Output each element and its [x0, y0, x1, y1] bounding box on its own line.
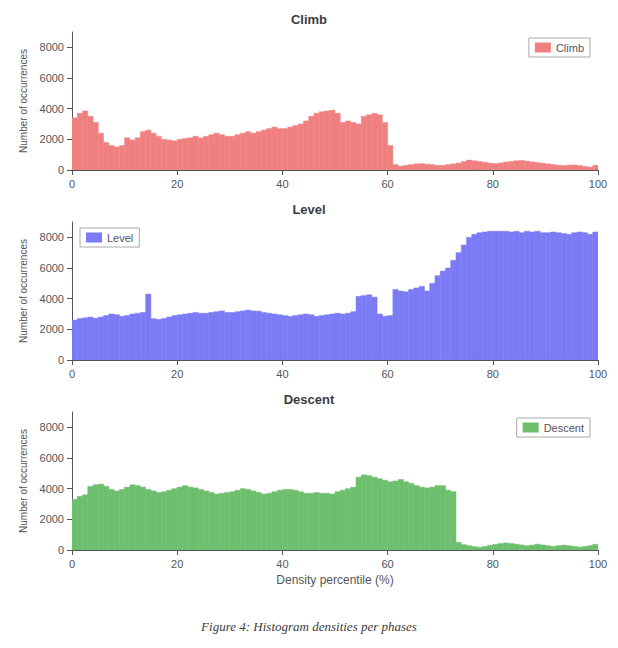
svg-text:20: 20: [171, 558, 183, 570]
svg-text:6000: 6000: [40, 72, 64, 84]
svg-text:Climb: Climb: [556, 42, 584, 54]
svg-text:20: 20: [171, 368, 183, 380]
svg-text:Descent: Descent: [544, 422, 584, 434]
svg-text:Level: Level: [107, 232, 133, 244]
svg-text:80: 80: [487, 558, 499, 570]
svg-text:Climb: Climb: [291, 12, 327, 27]
svg-text:0: 0: [58, 164, 64, 176]
svg-text:Figure 4: Histogram densities: Figure 4: Histogram densities per phases: [200, 619, 417, 634]
svg-text:0: 0: [69, 368, 75, 380]
svg-text:4000: 4000: [40, 103, 64, 115]
svg-text:100: 100: [589, 558, 607, 570]
svg-text:60: 60: [381, 368, 393, 380]
svg-text:2000: 2000: [40, 323, 64, 335]
svg-text:Density percentile (%): Density percentile (%): [276, 573, 393, 587]
svg-text:Level: Level: [292, 202, 325, 217]
svg-text:80: 80: [487, 178, 499, 190]
svg-text:8000: 8000: [40, 41, 64, 53]
svg-text:Descent: Descent: [284, 392, 335, 407]
svg-text:100: 100: [589, 368, 607, 380]
svg-text:4000: 4000: [40, 293, 64, 305]
svg-text:0: 0: [69, 178, 75, 190]
svg-text:0: 0: [69, 558, 75, 570]
svg-text:6000: 6000: [40, 262, 64, 274]
svg-text:40: 40: [276, 178, 288, 190]
svg-text:8000: 8000: [40, 231, 64, 243]
svg-text:60: 60: [381, 178, 393, 190]
svg-text:100: 100: [589, 178, 607, 190]
svg-text:4000: 4000: [40, 483, 64, 495]
svg-text:80: 80: [487, 368, 499, 380]
svg-text:20: 20: [171, 178, 183, 190]
svg-text:40: 40: [276, 558, 288, 570]
svg-text:Number of occurrences: Number of occurrences: [18, 239, 29, 343]
svg-text:Number of occurrences: Number of occurrences: [18, 429, 29, 533]
svg-text:0: 0: [58, 544, 64, 556]
svg-text:2000: 2000: [40, 513, 64, 525]
svg-text:40: 40: [276, 368, 288, 380]
svg-text:8000: 8000: [40, 421, 64, 433]
svg-text:Number of occurrences: Number of occurrences: [18, 49, 29, 153]
svg-text:0: 0: [58, 354, 64, 366]
svg-text:6000: 6000: [40, 452, 64, 464]
svg-text:2000: 2000: [40, 133, 64, 145]
svg-text:60: 60: [381, 558, 393, 570]
